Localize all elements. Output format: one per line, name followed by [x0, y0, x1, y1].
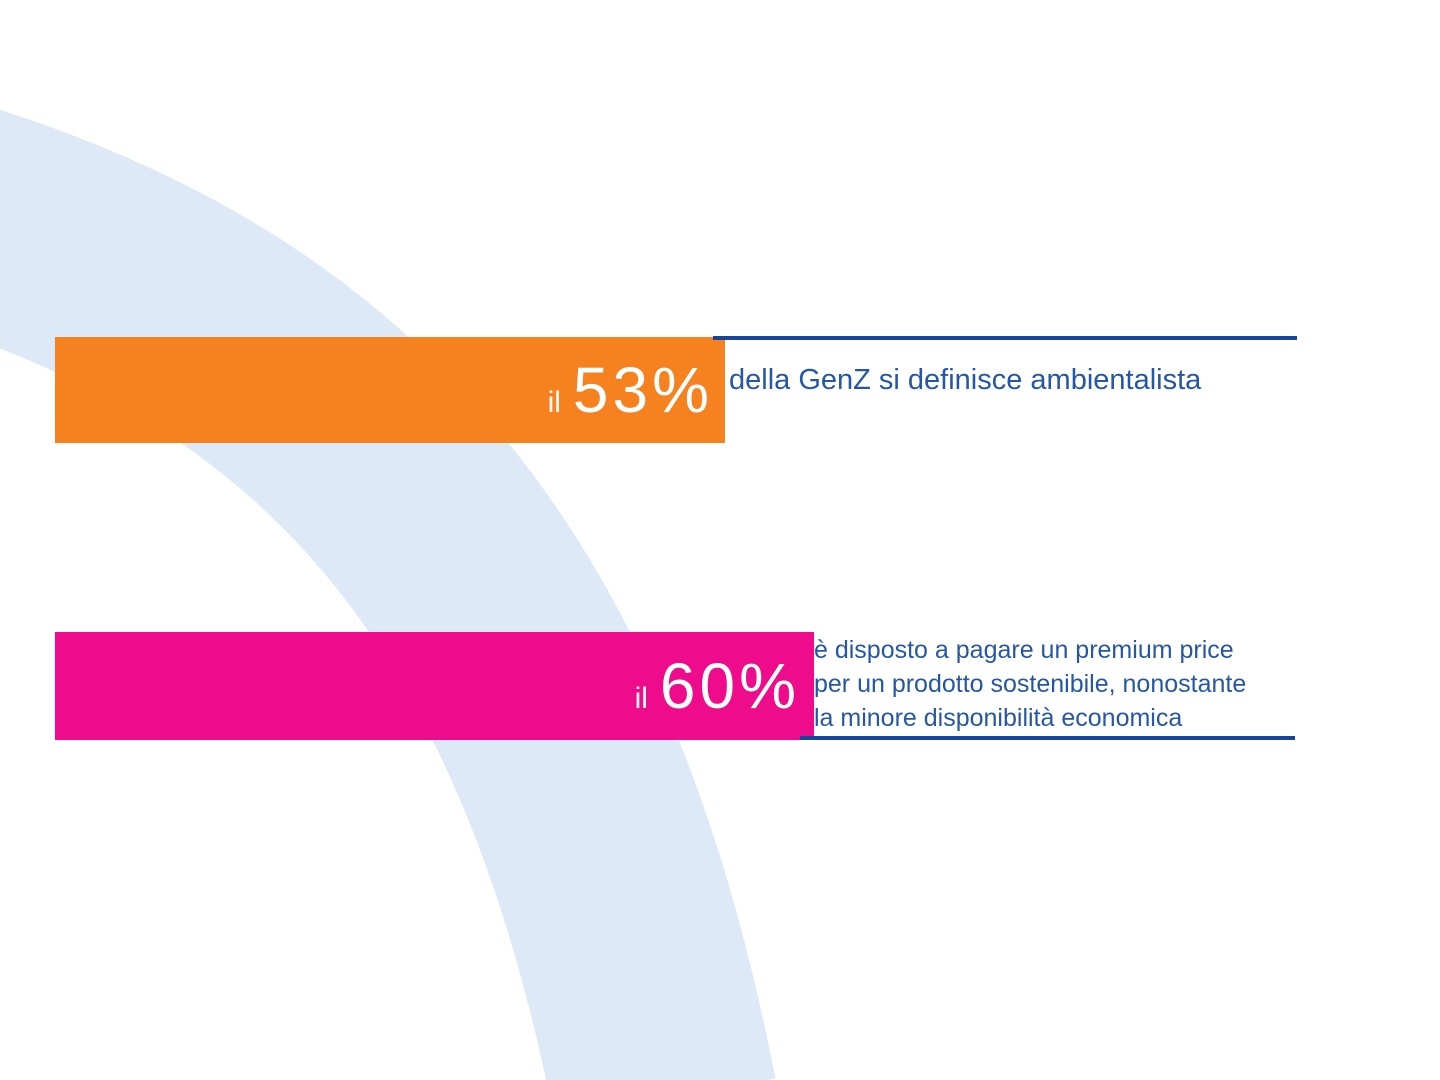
caption-2-rule-line [800, 736, 1295, 740]
swoosh-arc-path [0, 109, 776, 1080]
bar-60-label: il 60% [635, 649, 800, 723]
caption-2-line-2: per un prodotto sostenibile, nonostante [814, 670, 1247, 698]
bar-60-value: 60% [659, 650, 800, 722]
bar-53-percent: il 53% [55, 337, 725, 443]
caption-2-line-3: la minore disponibilità economica [814, 704, 1183, 732]
caption-1-text: della GenZ si definisce ambientalista [729, 362, 1201, 398]
caption-2-line-1: è disposto a pagare un premium price [814, 636, 1234, 664]
caption-1-rule-line [713, 336, 1297, 340]
caption-1-line-1: della GenZ si definisce ambientalista [729, 364, 1202, 396]
bar-53-value: 53% [572, 354, 713, 426]
bar-53-prefix: il [547, 386, 561, 419]
bar-60-percent: il 60% [55, 632, 814, 740]
caption-2-text: è disposto a pagare un premium price per… [814, 633, 1246, 735]
bar-53-label: il 53% [548, 353, 713, 427]
bar-60-prefix: il [634, 682, 648, 715]
